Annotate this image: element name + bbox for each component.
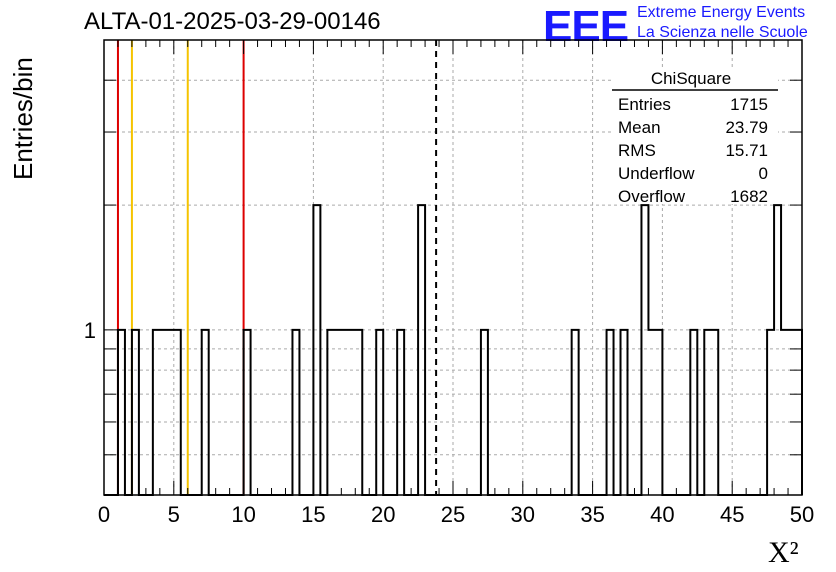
stats-label: Underflow [618,164,695,183]
logo-line-2: La Scienza nelle Scuole [637,24,808,41]
histogram-outline [104,204,803,496]
stats-value: 1715 [730,95,768,114]
x-tick-label: 5 [168,502,180,527]
x-axis-label: X² [768,536,799,569]
stats-name: ChiSquare [651,69,731,88]
histogram-bar [292,330,299,495]
histogram-bar [355,330,362,495]
stats-value: 1682 [730,187,768,206]
x-tick-label: 30 [511,502,535,527]
histogram-bar [418,205,425,495]
stats-box: ChiSquare Entries 1715 Mean 23.79 RMS 15.71 Und… [612,68,778,206]
histogram-bar [174,330,181,495]
histogram-bar [160,330,167,495]
histogram-bars [104,204,803,496]
x-tick-label: 40 [650,502,674,527]
histogram-bar [313,205,320,495]
histogram-bar [788,330,795,495]
histogram-bar [132,330,139,495]
histogram-bar [655,330,662,495]
x-tick-label: 35 [580,502,604,527]
histogram-bar [711,330,718,495]
histogram-bar [607,330,614,495]
axes: 0 5 10 15 20 25 30 35 40 45 50 1 [84,39,814,527]
stats-label: Entries [618,95,671,114]
histogram-bar [781,330,788,495]
histogram-bar [572,330,579,495]
histogram-bar [244,330,251,495]
histogram-bar [167,330,174,495]
histogram-bar [153,330,160,495]
x-tick-label: 15 [301,502,325,527]
x-tick-label: 0 [98,502,110,527]
histogram-bar [334,330,341,495]
marker-lines [116,40,438,495]
x-tick-label: 25 [441,502,465,527]
eee-logo-mark: EEE [543,2,629,51]
x-tick-label: 20 [371,502,395,527]
histogram-bar [774,205,781,495]
stats-label: Mean [618,118,661,137]
histogram-bar [481,330,488,495]
histogram-bar [648,330,655,495]
x-tick-label: 50 [790,502,814,527]
histogram-bar [641,205,648,495]
histogram-bar [376,330,383,495]
x-tick-label: 10 [231,502,255,527]
histogram-bar [397,330,404,495]
logo-line-1: Extreme Energy Events [637,4,806,21]
histogram-bar [118,330,125,495]
histogram-bar [767,330,774,495]
histogram-bar [348,330,355,495]
stats-label: Overflow [618,187,686,206]
stats-value: 0 [759,164,768,183]
histogram-bar [341,330,348,495]
x-tick-label: 45 [720,502,744,527]
stats-value: 23.79 [725,118,768,137]
histogram-bar [327,330,334,495]
histogram-bar [621,330,628,495]
chart-title: ALTA-01-2025-03-29-00146 [84,8,381,35]
stats-value: 15.71 [725,141,768,160]
histogram-bar [690,330,697,495]
histogram-bar [795,330,802,495]
stats-label: RMS [618,141,656,160]
histogram-bar [202,330,209,495]
y-tick-label: 1 [84,318,96,343]
histogram-bar [704,330,711,495]
